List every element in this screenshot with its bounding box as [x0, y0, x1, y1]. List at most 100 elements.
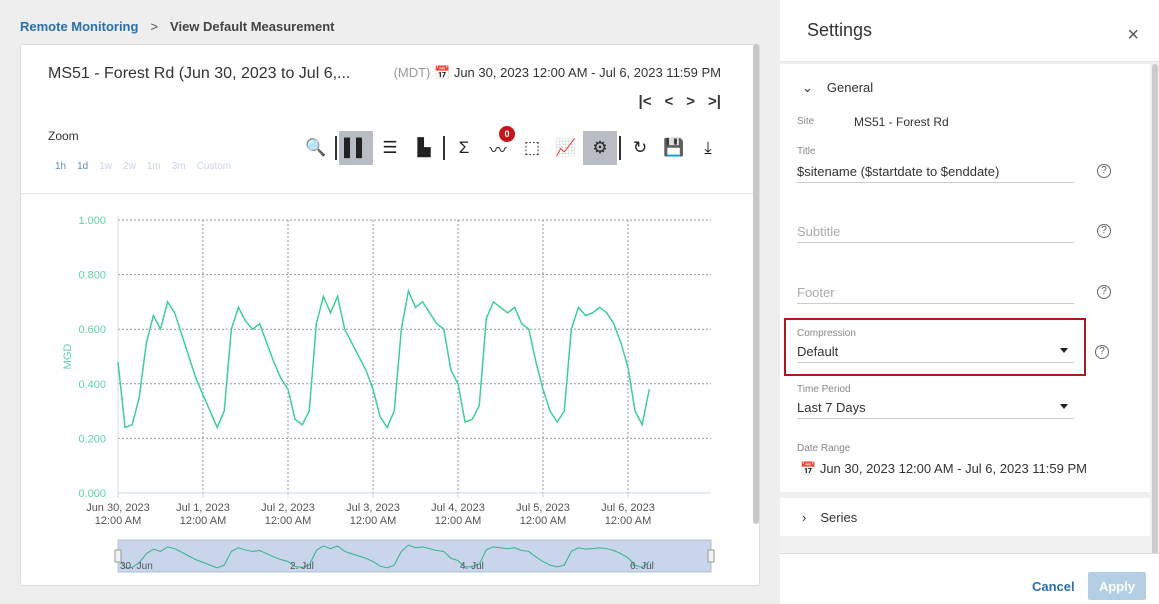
y-tick-label: 0.000	[78, 488, 106, 500]
title-input[interactable]: $sitename ($startdate to $enddate)	[797, 161, 1074, 183]
site-value: MS51 - Forest Rd	[854, 115, 949, 129]
bar-chart-icon: ▌▌	[343, 138, 369, 157]
apply-button[interactable]: Apply	[1088, 572, 1146, 600]
chart-toolbar: 🔍 ▌▌ ☰ ▙ Σ 〰 0 ⬚ 📈 ⚙ ↻ 💾 ⤓	[299, 126, 725, 165]
next-period-button[interactable]: >	[686, 93, 696, 110]
prev-period-button[interactable]: <	[664, 93, 674, 110]
close-icon[interactable]: ×	[1127, 24, 1139, 46]
compression-value: Default	[797, 344, 839, 359]
breadcrumb: Remote Monitoring > View Default Measure…	[20, 19, 335, 34]
title-label: Title	[797, 146, 816, 157]
series-toggle[interactable]: › Series	[802, 510, 857, 525]
zoom-option-1d[interactable]: 1d	[77, 161, 89, 172]
general-toggle[interactable]: ⌄ General	[802, 80, 873, 96]
help-icon[interactable]: ?	[1097, 285, 1111, 299]
save-button[interactable]: 💾	[657, 131, 691, 165]
navigator-label: 30. Jun	[120, 561, 153, 572]
last-period-button[interactable]: >|	[708, 93, 721, 110]
date-range-text: Jun 30, 2023 12:00 AM - Jul 6, 2023 11:5…	[453, 65, 721, 80]
chevron-right-icon: ›	[802, 510, 807, 525]
footer-input[interactable]: Footer	[797, 282, 1074, 304]
navigator-label: 4. Jul	[460, 561, 484, 572]
settings-title: Settings	[807, 20, 873, 40]
date-range-display[interactable]: (MDT) 📅 Jun 30, 2023 12:00 AM - Jul 6, 2…	[394, 65, 721, 81]
series-line[interactable]	[117, 288, 650, 430]
date-range-value: Jun 30, 2023 12:00 AM - Jul 6, 2023 11:5…	[819, 461, 1087, 476]
zoom-option-2w[interactable]: 2w	[123, 161, 136, 172]
y-tick-label: 0.800	[78, 270, 106, 282]
breadcrumb-remote-monitoring[interactable]: Remote Monitoring	[20, 19, 139, 34]
panel-scrollbar[interactable]	[1152, 64, 1158, 594]
navigator-handle[interactable]	[114, 549, 122, 563]
calendar-icon: 📅	[800, 461, 817, 476]
chevron-down-icon: ⌄	[802, 80, 813, 95]
x-tick-time: 12:00 AM	[350, 515, 396, 527]
y-tick-label: 0.200	[78, 433, 106, 445]
help-icon[interactable]: ?	[1095, 345, 1109, 359]
caret-down-icon	[1060, 348, 1068, 353]
compression-label: Compression	[797, 328, 856, 339]
x-tick-date: Jul 3, 2023	[346, 502, 400, 514]
x-tick-time: 12:00 AM	[95, 515, 141, 527]
search-icon: 🔍	[305, 138, 327, 157]
x-tick-date: Jul 1, 2023	[176, 502, 230, 514]
x-tick-date: Jul 5, 2023	[516, 502, 570, 514]
subtitle-input[interactable]: Subtitle	[797, 221, 1074, 243]
x-tick-time: 12:00 AM	[265, 515, 311, 527]
settings-panel: Settings × ⌄ General Site MS51 - Forest R…	[780, 0, 1159, 604]
x-tick-time: 12:00 AM	[520, 515, 566, 527]
settings-footer: Cancel Apply	[780, 553, 1159, 604]
caret-down-icon	[1060, 404, 1068, 409]
time-period-value: Last 7 Days	[797, 400, 866, 415]
save-icon: 💾	[663, 138, 685, 157]
sigma-icon: Σ	[458, 138, 470, 157]
toolbar-divider	[619, 136, 621, 160]
series-section[interactable]: › Series	[780, 498, 1150, 536]
line-chart-button[interactable]: 📈	[549, 131, 583, 165]
zoom-option-1w[interactable]: 1w	[99, 161, 113, 172]
y-tick-label: 0.400	[78, 379, 106, 391]
zoom-option-1h[interactable]: 1h	[55, 161, 67, 172]
navigator[interactable]	[117, 539, 712, 573]
period-nav: |< < > >|	[639, 93, 721, 110]
x-tick-date: Jul 6, 2023	[601, 502, 655, 514]
gear-button[interactable]: ⚙	[583, 131, 617, 165]
toolbar-divider	[443, 136, 445, 160]
list-button[interactable]: ☰	[373, 131, 407, 165]
x-tick-time: 12:00 AM	[605, 515, 651, 527]
navigator-series	[117, 544, 650, 569]
bar-chart-button[interactable]: ▌▌	[339, 131, 373, 165]
compression-select[interactable]: Default	[797, 341, 1074, 363]
select-add-button[interactable]: ⬚	[515, 131, 549, 165]
gear-icon: ⚙	[592, 138, 608, 157]
stacked-bar-button[interactable]: ▙	[407, 131, 441, 165]
pulse-button[interactable]: 〰 0	[481, 126, 515, 165]
first-period-button[interactable]: |<	[638, 93, 652, 110]
x-tick-date: Jul 4, 2023	[431, 502, 485, 514]
time-period-select[interactable]: Last 7 Days	[797, 397, 1074, 419]
date-range-picker[interactable]: 📅 Jun 30, 2023 12:00 AM - Jul 6, 2023 11…	[800, 461, 1087, 477]
select-add-icon: ⬚	[523, 138, 541, 157]
date-range-label: Date Range	[797, 443, 851, 454]
refresh-icon: ↻	[632, 138, 648, 157]
card-scrollbar[interactable]	[753, 44, 759, 524]
y-tick-label: 0.600	[78, 324, 106, 336]
cancel-button[interactable]: Cancel	[1032, 579, 1075, 594]
navigator-handle[interactable]	[707, 549, 715, 563]
download-button[interactable]: ⤓	[691, 131, 725, 165]
chart-card: MS51 - Forest Rd (Jun 30, 2023 to Jul 6,…	[20, 44, 760, 586]
zoom-option-1m[interactable]: 1m	[146, 161, 161, 172]
series-label: Series	[820, 510, 858, 525]
zoom-option-3m[interactable]: 3m	[171, 161, 186, 172]
search-button[interactable]: 🔍	[299, 131, 333, 165]
sigma-button[interactable]: Σ	[447, 131, 481, 165]
help-icon[interactable]: ?	[1097, 224, 1111, 238]
chart-title: MS51 - Forest Rd (Jun 30, 2023 to Jul 6,…	[48, 65, 351, 82]
zoom-options: 1h 1d 1w 2w 1m 3m Custom	[55, 161, 231, 172]
breadcrumb-current: View Default Measurement	[170, 19, 335, 34]
help-icon[interactable]: ?	[1097, 164, 1111, 178]
general-label: General	[826, 80, 874, 95]
y-tick-label: 1.000	[78, 215, 106, 227]
refresh-button[interactable]: ↻	[623, 131, 657, 165]
zoom-option-custom[interactable]: Custom	[196, 161, 232, 172]
